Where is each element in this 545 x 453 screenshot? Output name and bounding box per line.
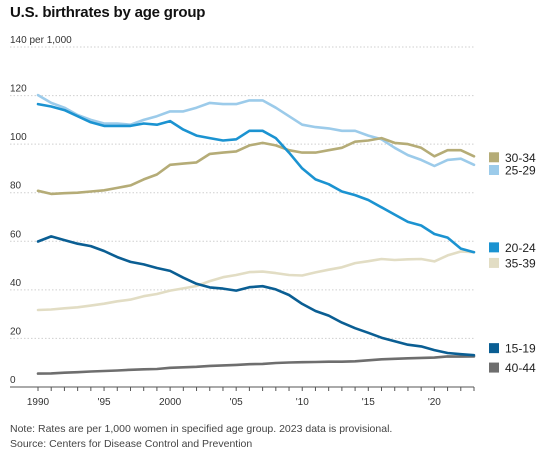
series-line-25-29 bbox=[36, 93, 476, 168]
y-tick-label-0: 0 bbox=[10, 375, 16, 386]
y-tick-label-140: 140 per 1,000 bbox=[10, 35, 72, 46]
series-line-15-19 bbox=[36, 235, 476, 357]
y-tick-label-100: 100 bbox=[10, 132, 27, 143]
x-tick-label-1990: 1990 bbox=[27, 397, 50, 408]
x-tick-label-2005: '05 bbox=[230, 397, 243, 408]
legend-label-35-39: 35-39 bbox=[505, 256, 536, 270]
legend-label-20-24: 20-24 bbox=[505, 241, 536, 255]
x-tick-label-2020: '20 bbox=[428, 397, 441, 408]
y-tick-label-60: 60 bbox=[10, 229, 22, 240]
footnote: Note: Rates are per 1,000 women in speci… bbox=[10, 423, 393, 435]
legend-label-25-29: 25-29 bbox=[505, 164, 536, 178]
source-note: Source: Centers for Disease Control and … bbox=[10, 438, 253, 450]
y-tick-label-20: 20 bbox=[10, 326, 22, 337]
series-line-30-34 bbox=[36, 136, 476, 196]
series-line-20-24 bbox=[36, 102, 476, 254]
series-line-35-39 bbox=[36, 250, 476, 312]
legend-swatch-40-44 bbox=[489, 362, 499, 373]
x-tick-label-2010: '10 bbox=[296, 397, 309, 408]
legend-label-30-34: 30-34 bbox=[505, 151, 536, 165]
legend-swatch-35-39 bbox=[489, 257, 499, 268]
legend-swatch-30-34 bbox=[489, 152, 499, 163]
legend-swatch-20-24 bbox=[489, 242, 499, 253]
series-lines bbox=[36, 93, 476, 375]
chart-title: U.S. birthrates by age group bbox=[10, 4, 206, 21]
y-tick-label-120: 120 bbox=[10, 84, 27, 95]
x-tick-label-1995: '95 bbox=[98, 397, 111, 408]
x-tick-label-2000: 2000 bbox=[159, 397, 182, 408]
series-line-40-44 bbox=[36, 355, 476, 375]
axes: 0 20 40 60 80 100 120 140 per 1,000 1990 '95 2000 '… bbox=[10, 35, 475, 408]
legend-swatch-15-19 bbox=[489, 343, 499, 354]
y-tick-label-80: 80 bbox=[10, 181, 22, 192]
legend-label-40-44: 40-44 bbox=[505, 361, 536, 375]
y-tick-label-40: 40 bbox=[10, 278, 22, 289]
legend-swatch-25-29 bbox=[489, 165, 499, 175]
legend-label-15-19: 15-19 bbox=[505, 342, 536, 356]
x-tick-label-2015: '15 bbox=[362, 397, 375, 408]
